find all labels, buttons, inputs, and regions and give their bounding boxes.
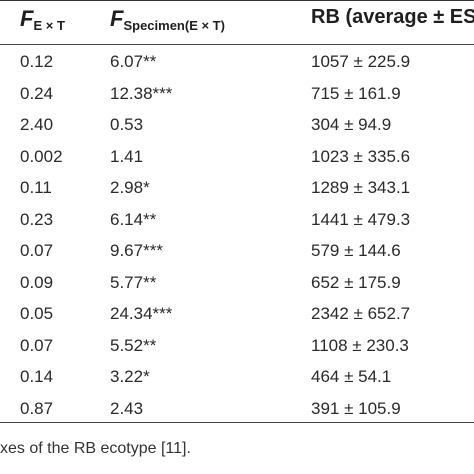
table-row: 0.23 6.14** 1441 ± 479.3 <box>0 204 474 236</box>
table-row: 0.07 9.67*** 579 ± 144.6 <box>0 235 474 267</box>
header-rule <box>0 44 474 45</box>
header-f-specimen: FSpecimen(E × T) <box>110 6 225 33</box>
cell-f-specimen: 6.07** <box>110 52 157 71</box>
header-f-ext-subscript: E × T <box>33 18 65 33</box>
cell-f-specimen: 24.34*** <box>110 304 173 323</box>
cell-f-ext: 0.09 <box>20 272 54 292</box>
cell-rb: 579 ± 144.6 <box>311 241 401 260</box>
cell-f-specimen: 1.41 <box>110 146 144 166</box>
table-row: 0.002 1.41 1023 ± 335.6 <box>0 141 474 173</box>
table-body: 0.12 6.07** 1057 ± 225.9 0.24 12.38*** 715 ± … <box>0 46 474 424</box>
cell-f-ext: 0.07 <box>20 335 54 355</box>
table-row: 0.12 6.07** 1057 ± 225.9 <box>0 46 474 78</box>
table-row: 0.07 5.52** 1108 ± 230.3 <box>0 330 474 362</box>
cell-rb: 1441 ± 479.3 <box>311 209 411 229</box>
cell-rb: 1108 ± 230.3 <box>311 335 409 355</box>
cell-rb: 652 ± 175.9 <box>311 272 401 292</box>
cell-rb: 1289 ± 343.1 <box>311 178 411 197</box>
cell-rb: 391 ± 105.9 <box>311 398 401 418</box>
cell-f-specimen: 5.52** <box>110 335 157 355</box>
header-f-specimen-symbol: F <box>110 6 124 31</box>
cell-f-ext: 0.11 <box>20 178 52 197</box>
cell-f-ext: 0.07 <box>20 241 54 260</box>
cell-f-ext: 0.05 <box>20 304 54 323</box>
cell-f-ext: 0.14 <box>20 367 54 386</box>
cell-rb: 2342 ± 652.7 <box>311 304 411 323</box>
cell-rb: 1023 ± 335.6 <box>311 146 411 166</box>
bottom-rule <box>0 422 474 423</box>
cell-f-ext: 0.87 <box>20 398 54 418</box>
cell-f-specimen: 2.98* <box>110 178 150 197</box>
table-footnote: xes of the RB ecotype [11]. <box>0 440 191 457</box>
table-row: 0.11 2.98* 1289 ± 343.1 <box>0 172 474 204</box>
header-f-specimen-subscript: Specimen(E × T) <box>123 18 225 33</box>
cell-f-specimen: 5.77** <box>110 272 157 292</box>
header-f-ext-symbol: F <box>20 6 34 31</box>
cell-f-specimen: 0.53 <box>110 115 144 134</box>
header-rb: RB (average ± ES) <box>311 6 474 28</box>
cell-f-ext: 0.24 <box>20 83 54 103</box>
cell-rb: 304 ± 94.9 <box>311 115 392 134</box>
cell-f-ext: 0.12 <box>20 52 54 71</box>
cell-f-specimen: 2.43 <box>110 398 144 418</box>
cell-f-ext: 0.23 <box>20 209 54 229</box>
cell-rb: 1057 ± 225.9 <box>311 52 411 71</box>
table-row: 2.40 0.53 304 ± 94.9 <box>0 109 474 141</box>
cell-f-specimen: 9.67*** <box>110 241 163 260</box>
table-row: 0.09 5.77** 652 ± 175.9 <box>0 267 474 299</box>
header-f-ext: FE × T <box>20 6 65 33</box>
cell-f-specimen: 3.22* <box>110 367 150 386</box>
cell-f-ext: 0.002 <box>20 146 63 166</box>
table-row: 0.14 3.22* 464 ± 54.1 <box>0 361 474 393</box>
top-rule <box>0 0 474 1</box>
cell-f-ext: 2.40 <box>20 115 54 134</box>
cell-rb: 715 ± 161.9 <box>311 83 401 103</box>
cell-f-specimen: 12.38*** <box>110 83 173 103</box>
cell-f-specimen: 6.14** <box>110 209 157 229</box>
cell-rb: 464 ± 54.1 <box>311 367 392 386</box>
table-row: 0.24 12.38*** 715 ± 161.9 <box>0 78 474 110</box>
table-row: 0.05 24.34*** 2342 ± 652.7 <box>0 298 474 330</box>
table-row: 0.87 2.43 391 ± 105.9 <box>0 393 474 425</box>
